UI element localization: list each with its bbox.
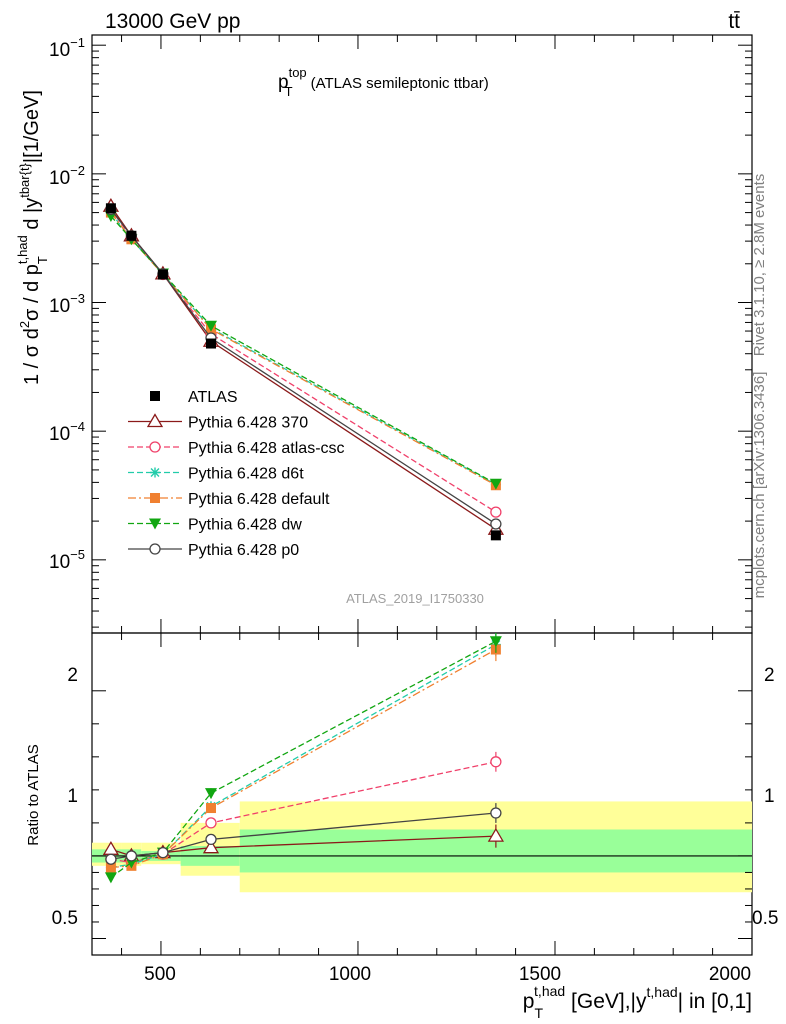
main-marker-atlas <box>205 338 216 349</box>
legend-label-4: Pythia 6.428 default <box>188 491 330 508</box>
ratio-marker-p0 <box>105 853 117 865</box>
legend-marker-default <box>150 493 160 503</box>
ratio-plot-frame <box>91 632 753 956</box>
y-ratio-axis-label: Ratio to ATLAS <box>25 744 42 845</box>
legend-entry-1: Pythia 6.428 370 <box>128 413 308 432</box>
ratio-tick-2-right: 2 <box>764 665 775 686</box>
main-marker-atlas <box>490 530 501 541</box>
legend-label-2: Pythia 6.428 atlas-csc <box>188 440 345 457</box>
process-label: tt̄ <box>728 10 740 33</box>
main-marker-atlas <box>126 230 137 241</box>
ratio-tick-2-left: 2 <box>67 665 78 686</box>
y-tick-label-1e-3: 10−3 <box>49 291 85 317</box>
main-marker-atlas <box>105 203 116 214</box>
plot-title-p: p <box>278 72 289 93</box>
x-tick-2000: 2000 <box>709 964 751 985</box>
plot-title-sup: top <box>289 65 307 80</box>
rivet-label: Rivet 3.1.10, ≥ 2.8M events <box>751 174 768 357</box>
legend-label-0: ATLAS <box>188 389 238 406</box>
ratio-series-layer <box>102 633 505 884</box>
ratio-marker-default <box>105 862 116 873</box>
ratio-marker-p0 <box>205 833 217 846</box>
main-marker-dw <box>204 320 217 332</box>
ratio-line-d6t <box>110 643 497 869</box>
x-tick-labels: 500 1000 1500 2000 <box>144 964 751 985</box>
ratio-tick-05-left: 0.5 <box>52 908 78 929</box>
main-marker-dw <box>489 478 502 490</box>
legend-label-5: Pythia 6.428 dw <box>188 517 302 534</box>
main-series-layer <box>102 197 505 541</box>
plot-title-sub: T <box>285 84 293 99</box>
plot-title-rest: (ATLAS semileptonic ttbar) <box>311 75 489 92</box>
ratio-marker-p0 <box>490 807 502 819</box>
legend-entry-4: Pythia 6.428 default <box>128 491 330 508</box>
ratio-uncertainty-bands <box>92 801 752 893</box>
legend-entry-0: ATLAS <box>150 389 238 406</box>
ratio-marker-default <box>205 803 216 814</box>
y-tick-label-1e-4: 10−4 <box>49 419 85 445</box>
legend-marker-atlas <box>150 391 160 401</box>
ratio-marker-p370 <box>202 839 220 854</box>
legend-marker-atlascsc <box>149 441 161 453</box>
ratio-marker-dw <box>204 788 217 800</box>
plot-title: ptop T (ATLAS semileptonic ttbar) <box>278 65 489 99</box>
ratio-marker-p0 <box>125 850 138 862</box>
legend-marker-d6t <box>150 467 160 478</box>
mcplots-label: mcplots.cern.ch [arXiv:1306.3436] <box>751 372 768 599</box>
x-tick-1000: 1000 <box>329 964 371 985</box>
legend-marker-p0 <box>149 543 161 555</box>
ratio-marker-p0 <box>157 846 169 859</box>
axis-ticks <box>92 35 753 955</box>
main-marker-atlas <box>157 269 168 280</box>
legend-label-1: Pythia 6.428 370 <box>188 415 308 432</box>
analysis-id: ATLAS_2019_I1750330 <box>346 591 484 606</box>
y-main-axis-label: 1 / σ d2σ / d pTt,had d |ytbar{t}|[1/GeV… <box>15 90 50 385</box>
ratio-line-atlascsc <box>110 761 497 864</box>
ratio-marker-dw <box>489 636 502 648</box>
x-tick-500: 500 <box>144 964 176 985</box>
ratio-tick-1-right: 1 <box>764 786 775 807</box>
ratio-marker-p370 <box>487 827 505 842</box>
x-tick-1500: 1500 <box>519 964 561 985</box>
main-marker-p0 <box>490 518 502 530</box>
legend-entry-6: Pythia 6.428 p0 <box>128 542 299 559</box>
ratio-marker-atlascsc <box>490 756 502 768</box>
legend-label-6: Pythia 6.428 p0 <box>188 542 299 559</box>
legend-marker-p370 <box>146 413 164 428</box>
y-tick-label-1e-1: 10−1 <box>49 35 85 61</box>
legend-marker-dw <box>149 518 161 530</box>
ratio-tick-05-right: 0.5 <box>752 908 778 929</box>
legend-entry-3: Pythia 6.428 d6t <box>128 466 304 483</box>
main-marker-atlascsc <box>490 506 502 518</box>
ratio-marker-atlascsc <box>205 817 217 829</box>
ratio-marker-dw <box>104 872 117 884</box>
y-main-tick-labels: 10−1 10−2 10−3 10−4 10−5 <box>49 35 85 573</box>
legend: ATLAS Pythia 6.428 370 Pythia 6.428 atlas-… <box>128 389 345 559</box>
x-axis-label: pTt,had [GeV],|yt,had| in [0,1] <box>523 983 752 1021</box>
y-tick-label-1e-2: 10−2 <box>49 163 85 189</box>
ratio-tick-1-left: 1 <box>67 786 78 807</box>
y-ratio-tick-labels: 2 1 0.5 2 1 0.5 <box>52 665 779 929</box>
collision-label: 13000 GeV pp <box>105 10 240 33</box>
y-tick-label-1e-5: 10−5 <box>49 547 85 573</box>
legend-label-3: Pythia 6.428 d6t <box>188 466 304 483</box>
legend-entry-2: Pythia 6.428 atlas-csc <box>128 440 345 457</box>
legend-entry-5: Pythia 6.428 dw <box>128 517 302 534</box>
